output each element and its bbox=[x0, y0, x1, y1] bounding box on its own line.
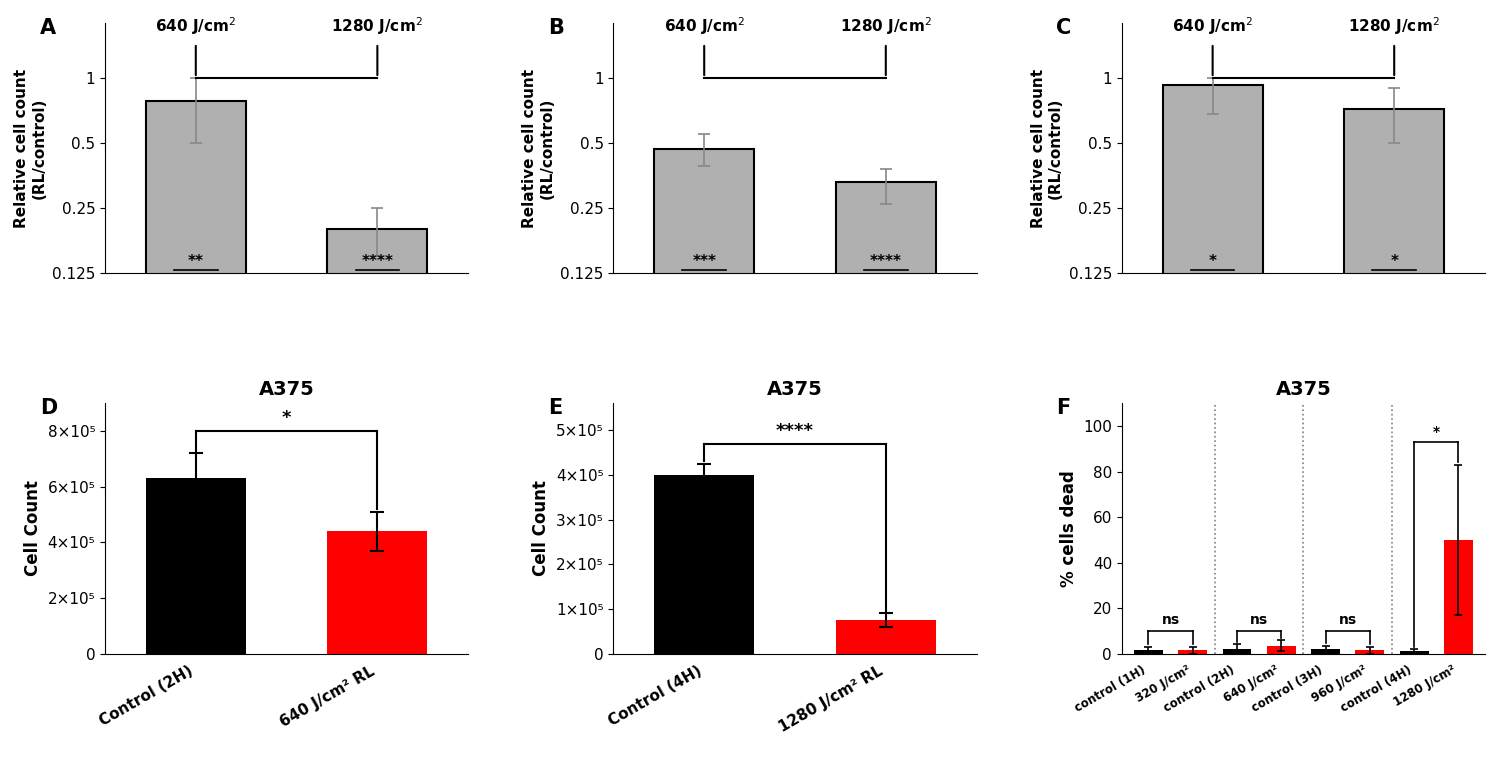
Text: ****: **** bbox=[870, 254, 901, 269]
Bar bbox=[1134, 651, 1162, 654]
Y-axis label: Cell Count: Cell Count bbox=[532, 480, 550, 576]
Bar bbox=[836, 620, 936, 654]
Text: 1280 J/cm$^2$: 1280 J/cm$^2$ bbox=[332, 15, 423, 36]
Text: B: B bbox=[548, 17, 564, 38]
Bar bbox=[1444, 540, 1473, 654]
Y-axis label: Relative cell count
(RL/control): Relative cell count (RL/control) bbox=[522, 68, 555, 227]
Bar bbox=[146, 478, 246, 654]
Text: ns: ns bbox=[1161, 613, 1179, 628]
Bar bbox=[1311, 649, 1340, 654]
Bar bbox=[146, 101, 246, 760]
Text: ns: ns bbox=[1338, 613, 1358, 628]
Bar bbox=[327, 531, 427, 654]
Bar bbox=[836, 182, 936, 760]
Bar bbox=[1179, 651, 1208, 654]
Bar bbox=[654, 475, 754, 654]
Text: *: * bbox=[282, 409, 291, 427]
Title: A375: A375 bbox=[1275, 380, 1332, 399]
Bar bbox=[654, 149, 754, 760]
Text: 1280 J/cm$^2$: 1280 J/cm$^2$ bbox=[840, 15, 932, 36]
Text: 640 J/cm$^2$: 640 J/cm$^2$ bbox=[1172, 15, 1252, 36]
Text: C: C bbox=[1056, 17, 1071, 38]
Text: *: * bbox=[1432, 425, 1440, 439]
Bar bbox=[1268, 646, 1296, 654]
Bar bbox=[1400, 651, 1428, 654]
Title: A375: A375 bbox=[766, 380, 824, 399]
Bar bbox=[1356, 651, 1384, 654]
Title: A375: A375 bbox=[258, 380, 315, 399]
Text: ***: *** bbox=[692, 254, 715, 269]
Text: *: * bbox=[1209, 254, 1216, 269]
Y-axis label: % cells dead: % cells dead bbox=[1059, 470, 1077, 587]
Bar bbox=[1222, 649, 1251, 654]
Text: ****: **** bbox=[362, 254, 393, 269]
Y-axis label: Cell Count: Cell Count bbox=[24, 480, 42, 576]
Text: E: E bbox=[548, 398, 562, 418]
Text: 640 J/cm$^2$: 640 J/cm$^2$ bbox=[663, 15, 746, 36]
Y-axis label: Relative cell count
(RL/control): Relative cell count (RL/control) bbox=[1030, 68, 1063, 227]
Text: ****: **** bbox=[776, 422, 814, 440]
Bar bbox=[1162, 85, 1263, 760]
Text: 1280 J/cm$^2$: 1280 J/cm$^2$ bbox=[1348, 15, 1440, 36]
Bar bbox=[1344, 109, 1444, 760]
Text: F: F bbox=[1056, 398, 1071, 418]
Text: **: ** bbox=[188, 254, 204, 269]
Text: *: * bbox=[1390, 254, 1398, 269]
Text: D: D bbox=[39, 398, 57, 418]
Text: 640 J/cm$^2$: 640 J/cm$^2$ bbox=[154, 15, 237, 36]
Text: A: A bbox=[39, 17, 56, 38]
Text: ns: ns bbox=[1250, 613, 1268, 628]
Y-axis label: Relative cell count
(RL/control): Relative cell count (RL/control) bbox=[13, 68, 46, 227]
Bar bbox=[327, 229, 427, 760]
